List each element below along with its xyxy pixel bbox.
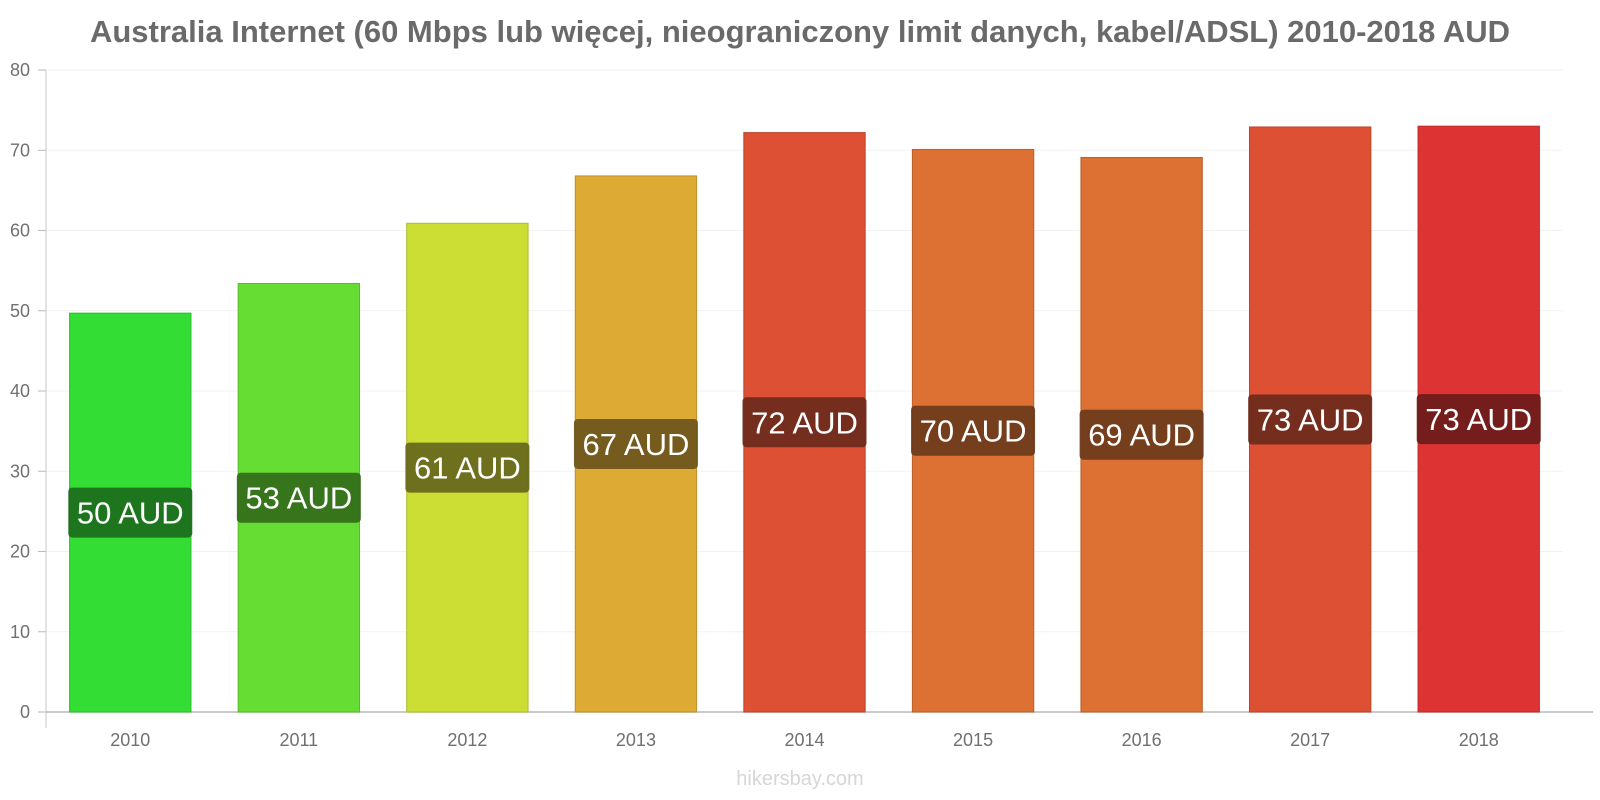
data-label-bg-2017: [1248, 394, 1373, 445]
x-tick-label-2017: 2017: [1290, 730, 1330, 750]
y-tick-label-30: 30: [10, 461, 30, 481]
y-tick-label-0: 0: [20, 702, 30, 722]
data-label-2010: 50 AUD: [77, 496, 184, 531]
data-label-bg-2010: [68, 487, 193, 538]
watermark: hikersbay.com: [736, 768, 864, 790]
data-label-2014: 72 AUD: [751, 405, 858, 440]
data-label-2012: 61 AUD: [414, 451, 521, 486]
data-label-bg-2016: [1079, 409, 1204, 460]
data-label-2016: 69 AUD: [1088, 418, 1195, 453]
x-tick-label-2018: 2018: [1459, 730, 1499, 750]
y-tick-label-70: 70: [10, 140, 30, 160]
x-tick-label-2014: 2014: [784, 730, 824, 750]
x-tick-label-2012: 2012: [447, 730, 487, 750]
data-labels: 50 AUD 53 AUD 61 AUD 67 AUD 72 AUD 70 AUD 69 A…: [68, 394, 1541, 538]
data-label-2013: 67 AUD: [583, 427, 690, 462]
x-tick-label-2016: 2016: [1122, 730, 1162, 750]
data-label-bg-2014: [742, 397, 867, 448]
data-label-bg-2015: [911, 405, 1036, 456]
x-tick-label-2010: 2010: [110, 730, 150, 750]
x-tick-label-2011: 2011: [279, 730, 318, 750]
data-label-2018: 73 AUD: [1425, 402, 1532, 437]
data-label-bg-2013: [573, 418, 698, 469]
chart-title: Australia Internet (60 Mbps lub więcej, …: [89, 14, 1511, 49]
x-tick-label-2015: 2015: [953, 730, 993, 750]
data-label-bg-2018: [1416, 394, 1541, 445]
y-tick-label-60: 60: [10, 221, 30, 241]
data-label-2015: 70 AUD: [920, 414, 1027, 449]
data-label-2017: 73 AUD: [1257, 402, 1364, 437]
y-tick-label-10: 10: [10, 622, 30, 642]
y-tick-label-50: 50: [10, 301, 30, 321]
y-tick-label-40: 40: [10, 381, 30, 401]
data-label-bg-2011: [236, 472, 361, 523]
y-tick-label-80: 80: [10, 60, 30, 80]
data-label-bg-2012: [405, 442, 530, 493]
axes: 0 10 20 30 40 50 60 70 80 2010 2011 2012 2013 2014 201…: [10, 60, 1593, 750]
data-label-2011: 53 AUD: [245, 481, 352, 516]
y-tick-label-20: 20: [10, 542, 30, 562]
x-tick-label-2013: 2013: [616, 730, 656, 750]
